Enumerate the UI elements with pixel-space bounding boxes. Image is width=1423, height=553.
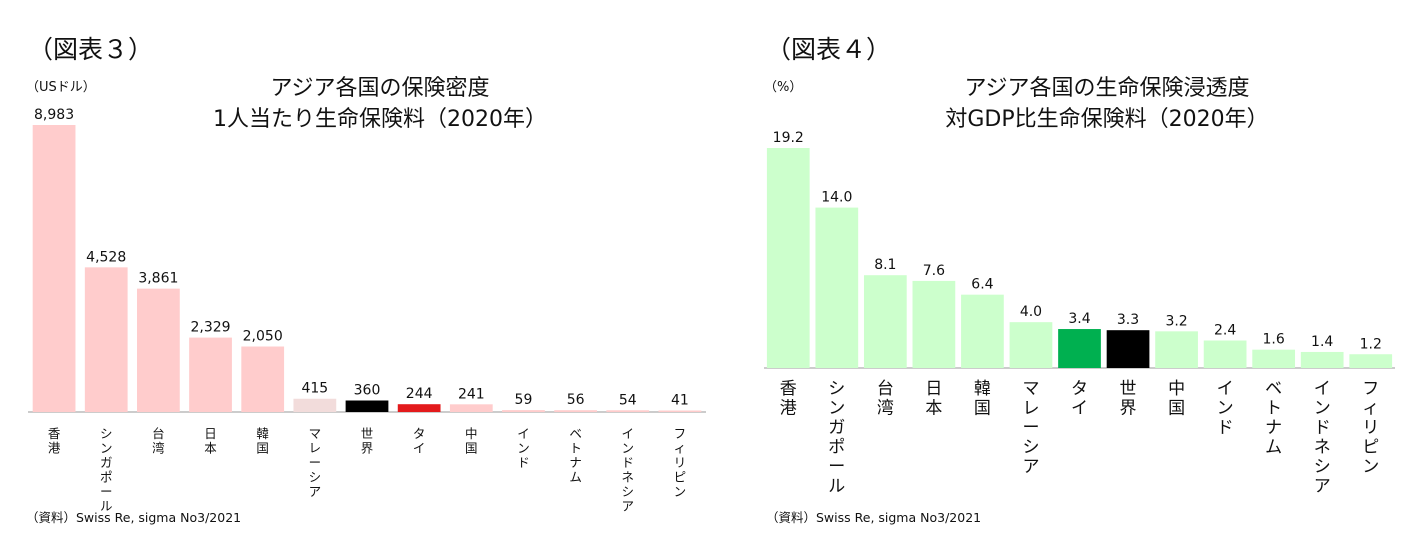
chart-title-line1: アジア各国の生命保険浸透度 [964, 76, 1250, 101]
category-label: フィリピン [1362, 379, 1379, 477]
chart-title-line2: 1人当たり生命保険料（2020年） [213, 107, 547, 132]
data-label: 7.6 [923, 263, 945, 279]
data-label: 56 [567, 392, 585, 408]
bar [397, 404, 441, 412]
category-label: 韓国 [974, 379, 991, 419]
bar [766, 148, 810, 368]
data-label: 8,983 [34, 107, 74, 123]
data-label: 360 [354, 382, 381, 398]
chart-title-line1: アジア各国の保険密度 [270, 76, 490, 101]
data-label: 2,050 [243, 329, 283, 345]
category-label: シンガポール [828, 379, 845, 497]
data-label: 4,528 [86, 249, 126, 265]
data-label: 241 [458, 386, 485, 402]
source-note: （資料）Swiss Re, sigma No3/2021 [766, 510, 982, 525]
data-label: 1.2 [1360, 336, 1382, 352]
bar [912, 280, 956, 368]
y-axis-unit: （USドル） [26, 80, 96, 95]
category-label: 台湾 [877, 379, 894, 419]
category-label: マレーシア [1022, 379, 1039, 477]
bar [815, 207, 859, 368]
bar [241, 346, 285, 412]
data-label: 1.6 [1263, 332, 1285, 348]
category-label: 中国 [1168, 379, 1185, 419]
data-label: 3.2 [1165, 313, 1187, 329]
bar [1009, 322, 1053, 368]
bar [32, 125, 76, 412]
bar [554, 410, 597, 412]
data-label: 3.4 [1068, 311, 1090, 327]
bar [293, 398, 337, 412]
category-label: タイ [1071, 379, 1088, 419]
category-label: 台湾 [152, 426, 165, 456]
category-label: 世界 [1120, 379, 1137, 419]
bar [84, 267, 128, 412]
bar-chart-insurance-penetration: 19.2 香港 14.0 シンガポール 8.1 台湾 7.6 日本 6.4 韓国 4.0 マレーシア 3… [764, 130, 1395, 497]
data-label: 2.4 [1214, 323, 1236, 339]
bar [1300, 351, 1344, 368]
category-label: インドネシア [1314, 379, 1331, 497]
category-label: 日本 [204, 426, 217, 456]
category-label: 世界 [361, 426, 374, 456]
category-label: 日本 [925, 379, 942, 419]
data-label: 8.1 [874, 257, 896, 273]
category-label: インド [517, 426, 530, 470]
data-label: 6.4 [971, 277, 993, 293]
bar [1106, 330, 1150, 368]
bar-chart-insurance-density: 8,983 香港 4,528 シンガポール 3,861 台湾 2,329 日本 2,050 韓国 4… [28, 107, 706, 514]
category-label: マレーシア [309, 426, 322, 499]
data-label: 19.2 [773, 130, 804, 146]
category-label: 香港 [48, 426, 61, 456]
bar [189, 337, 232, 412]
data-label: 3,861 [138, 271, 178, 287]
chart-title-line2: 対GDP比生命保険料（2020年） [945, 107, 1269, 132]
y-axis-unit: （%） [764, 80, 803, 95]
category-label: インドネシア [622, 426, 635, 514]
bar [863, 275, 907, 368]
data-label: 3.3 [1117, 312, 1139, 328]
category-label: タイ [413, 426, 426, 456]
figure-label: （図表３） [28, 35, 154, 64]
category-label: 香港 [780, 379, 797, 419]
bar [137, 288, 180, 412]
bar [1155, 331, 1198, 368]
bar [1349, 354, 1393, 368]
source-note: （資料）Swiss Re, sigma No3/2021 [26, 510, 242, 525]
bar [502, 410, 545, 412]
data-label: 1.4 [1311, 334, 1333, 350]
figure-label: （図表４） [766, 35, 892, 64]
bar [1252, 349, 1296, 368]
bar [1203, 340, 1247, 368]
data-label: 14.0 [821, 190, 852, 206]
data-label: 244 [406, 386, 433, 402]
bar [961, 294, 1004, 368]
data-label: 2,329 [190, 320, 230, 336]
bar [658, 410, 702, 412]
category-label: フィリピン [674, 426, 687, 499]
category-label: ベトナム [569, 426, 582, 485]
bar [449, 404, 493, 412]
category-label: インド [1217, 379, 1234, 438]
bar [345, 400, 389, 412]
category-label: ベトナム [1265, 379, 1282, 458]
data-label: 4.0 [1020, 304, 1042, 320]
chart-panel-insurance-density: （図表３） （USドル） アジア各国の保険密度 1人当たり生命保険料（2020年… [26, 35, 706, 525]
category-label: 韓国 [256, 426, 269, 456]
data-label: 41 [671, 393, 689, 409]
chart-panel-insurance-penetration: （図表４） （%） アジア各国の生命保険浸透度 対GDP比生命保険料（2020年… [712, 0, 1423, 553]
data-label: 415 [301, 381, 328, 397]
data-label: 59 [515, 392, 533, 408]
category-label: 中国 [465, 426, 478, 456]
category-label: シンガポール [100, 426, 113, 514]
bar [1058, 329, 1101, 368]
data-label: 54 [619, 392, 637, 408]
bar [606, 410, 650, 412]
